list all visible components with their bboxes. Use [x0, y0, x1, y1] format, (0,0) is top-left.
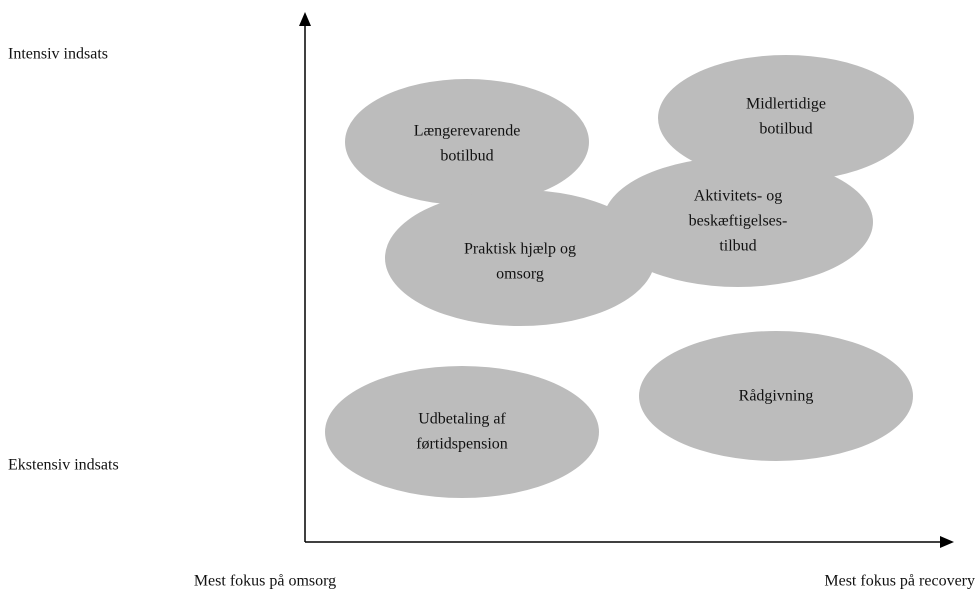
node: Rådgivning	[639, 331, 913, 461]
node-label: Længerevarende	[414, 123, 521, 140]
node-label: Rådgivning	[739, 388, 814, 405]
node-label: Midlertidige	[746, 96, 826, 113]
x-left-label: Mest fokus på omsorg	[194, 573, 336, 590]
x-right-label: Mest fokus på recovery	[824, 573, 975, 590]
node: Praktisk hjælp og omsorg	[385, 190, 655, 326]
node-label: botilbud	[759, 121, 812, 138]
node-label: botilbud	[440, 148, 493, 165]
node-label: omsorg	[496, 266, 544, 283]
node-label: førtidspension	[416, 436, 508, 453]
nodes: Længerevarende botilbud Midlertidige botilb…	[325, 55, 914, 498]
node-shape	[639, 331, 913, 461]
node-label: Udbetaling af	[418, 411, 506, 428]
node-shape	[603, 157, 873, 287]
node: Længerevarende botilbud	[345, 79, 589, 205]
node-label: beskæftigelses-	[689, 213, 788, 230]
node-label: Praktisk hjælp og	[464, 241, 576, 258]
node-shape	[385, 190, 655, 326]
node-shape	[658, 55, 914, 181]
node-label: Aktivitets- og	[694, 188, 782, 205]
y-top-label: Intensiv indsats	[8, 46, 108, 63]
node-label: tilbud	[719, 238, 756, 255]
node: Aktivitets- og beskæftigelses-tilbud	[603, 157, 873, 287]
node: Midlertidige botilbud	[658, 55, 914, 181]
x-axis-arrow	[940, 536, 954, 548]
node: Udbetaling af førtidspension	[325, 366, 599, 498]
node-shape	[345, 79, 589, 205]
y-bottom-label: Ekstensiv indsats	[8, 457, 119, 474]
y-axis-arrow	[299, 12, 311, 26]
node-shape	[325, 366, 599, 498]
